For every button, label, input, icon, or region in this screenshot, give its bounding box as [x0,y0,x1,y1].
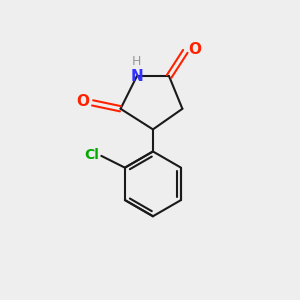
Text: H: H [132,55,141,68]
Text: O: O [76,94,90,109]
Text: Cl: Cl [84,148,99,162]
Text: N: N [130,69,143,84]
Text: O: O [188,42,201,57]
